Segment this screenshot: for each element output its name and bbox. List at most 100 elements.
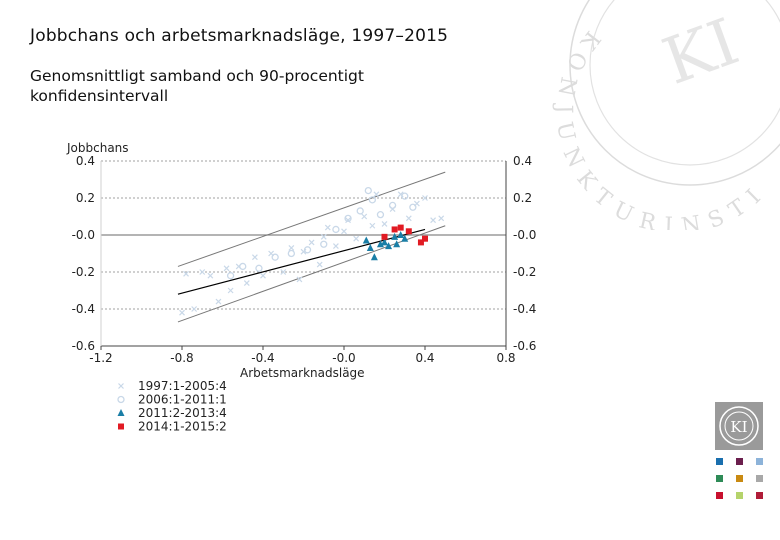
data-point xyxy=(391,226,398,233)
data-point xyxy=(320,233,327,240)
data-point xyxy=(381,233,388,240)
brand-swatch xyxy=(716,492,723,499)
brand-swatch xyxy=(716,458,723,465)
data-point xyxy=(409,203,417,211)
data-point xyxy=(401,192,409,200)
data-point xyxy=(344,214,352,223)
data-point xyxy=(251,254,258,261)
data-point xyxy=(364,186,372,195)
data-point xyxy=(341,228,347,235)
data-point xyxy=(405,228,412,235)
brand-swatch xyxy=(736,475,743,482)
data-point xyxy=(215,298,222,305)
y-tick-label-right: -0.0 xyxy=(513,228,536,242)
data-point xyxy=(422,235,428,242)
legend-label: 2011:2-2013:4 xyxy=(138,406,227,420)
axes: 0.4 0.4 0.2 0.2 -0.0 -0.0 -0.2 -0.2 -0.4 -0.4 -0.6… xyxy=(72,154,537,365)
data-point xyxy=(243,280,250,287)
data-point xyxy=(376,240,384,248)
data-point xyxy=(430,217,437,224)
y-tick-label-left: -0.6 xyxy=(72,339,95,353)
data-point xyxy=(303,246,312,254)
data-point xyxy=(227,287,234,294)
data-point xyxy=(287,249,296,258)
data-point xyxy=(369,222,376,229)
data-point xyxy=(332,243,339,250)
ki-seal-icon: KI xyxy=(715,402,763,450)
y-tick-label-right: 0.4 xyxy=(513,154,532,168)
data-point xyxy=(207,272,214,279)
x-tick-label: 0.8 xyxy=(496,351,515,365)
data-point xyxy=(316,261,323,268)
data-point xyxy=(368,196,377,204)
ci-upper-line xyxy=(177,171,446,267)
data-point xyxy=(288,245,295,251)
brand-swatch xyxy=(716,475,723,482)
data-point xyxy=(397,224,404,231)
x-tick-label: 0.4 xyxy=(415,351,434,365)
data-point xyxy=(405,215,412,222)
data-point xyxy=(296,276,303,283)
data-point xyxy=(417,239,424,246)
y-tick-label-left: 0.4 xyxy=(76,154,95,168)
data-points xyxy=(179,186,445,316)
data-point xyxy=(397,231,405,238)
data-point xyxy=(308,239,315,246)
y-axis-label: Jobbchans xyxy=(66,141,129,155)
data-point xyxy=(381,220,388,227)
watermark-seal: KI KONJUNKTURINSTITUTET xyxy=(550,0,780,230)
data-point xyxy=(361,213,368,220)
data-point xyxy=(199,269,206,275)
data-point xyxy=(388,201,397,210)
brand-swatch xyxy=(756,492,763,499)
data-point xyxy=(370,253,378,261)
data-point xyxy=(255,264,263,272)
ki-logo-text: KI xyxy=(730,418,747,436)
legend-label: 1997:1-2005:4 xyxy=(138,379,227,393)
y-tick-label-right: -0.6 xyxy=(513,339,536,353)
y-tick-label-left: 0.2 xyxy=(76,191,95,205)
brand-swatch xyxy=(756,475,763,482)
x-tick-label: -1.2 xyxy=(89,351,112,365)
data-point xyxy=(381,238,388,246)
data-point xyxy=(223,265,230,272)
brand-swatch xyxy=(736,492,743,499)
data-point xyxy=(393,240,401,248)
data-point xyxy=(353,235,360,242)
regression-lines xyxy=(177,171,446,323)
data-point xyxy=(324,224,331,231)
x-axis-label: Arbetsmarknadsläge xyxy=(240,366,365,380)
slide-subtitle: Genomsnittligt samband och 90-procentigt… xyxy=(30,67,364,105)
data-point xyxy=(239,262,247,271)
data-point xyxy=(280,269,287,275)
data-point xyxy=(183,270,189,277)
brand-swatch xyxy=(756,458,763,465)
data-point xyxy=(401,234,409,242)
data-point xyxy=(332,225,340,234)
legend-marker xyxy=(118,423,124,430)
data-point xyxy=(366,243,374,251)
data-point xyxy=(385,242,393,250)
legend: 1997:1-2005:42006:1-2011:12011:2-2013:42… xyxy=(117,379,227,434)
data-point xyxy=(376,210,385,219)
slide-title: Jobbchans och arbetsmarknadsläge, 1997–2… xyxy=(30,26,449,46)
y-tick-label-left: -0.4 xyxy=(72,302,95,316)
legend-marker xyxy=(118,383,124,389)
legend-label: 2006:1-2011:1 xyxy=(138,393,227,407)
data-point xyxy=(373,191,380,198)
data-point xyxy=(391,232,399,240)
data-point xyxy=(438,215,445,222)
data-point xyxy=(320,240,328,248)
legend-marker xyxy=(117,409,125,416)
x-tick-label: -0.0 xyxy=(332,351,355,365)
y-tick-label-right: -0.4 xyxy=(513,302,536,316)
x-tick-label: -0.8 xyxy=(170,351,193,365)
y-tick-label-right: -0.2 xyxy=(513,265,536,279)
data-point xyxy=(422,195,428,201)
legend-label: 2014:1-2015:2 xyxy=(138,420,227,434)
grid-lines xyxy=(101,160,506,310)
brand-swatch xyxy=(736,458,743,465)
y-tick-label-right: 0.2 xyxy=(513,191,532,205)
x-tick-label: -0.4 xyxy=(251,351,274,365)
y-tick-label-left: -0.0 xyxy=(72,228,95,242)
